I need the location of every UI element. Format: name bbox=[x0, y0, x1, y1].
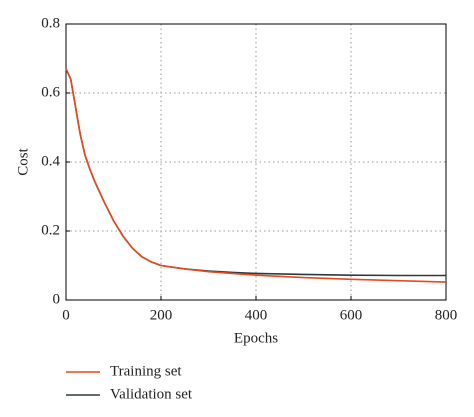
y-axis-label: Cost bbox=[15, 147, 31, 175]
y-tick-label: 0.6 bbox=[41, 84, 60, 100]
x-tick-label: 200 bbox=[150, 307, 173, 323]
y-tick-label: 0 bbox=[53, 291, 61, 307]
legend-label: Training set bbox=[110, 363, 182, 379]
line-series bbox=[65, 68, 447, 283]
x-tick-label: 400 bbox=[245, 307, 268, 323]
x-tick-label: 800 bbox=[435, 307, 458, 323]
y-tick-label: 0.8 bbox=[41, 15, 60, 31]
plot-frame bbox=[65, 23, 447, 301]
legend-label: Validation set bbox=[110, 386, 193, 402]
x-axis-label: Epochs bbox=[234, 330, 278, 346]
y-tick-label: 0.2 bbox=[41, 222, 60, 238]
x-tick-label: 600 bbox=[340, 307, 363, 323]
y-tick-label: 0.4 bbox=[41, 153, 60, 169]
x-tick-label: 0 bbox=[62, 307, 70, 323]
